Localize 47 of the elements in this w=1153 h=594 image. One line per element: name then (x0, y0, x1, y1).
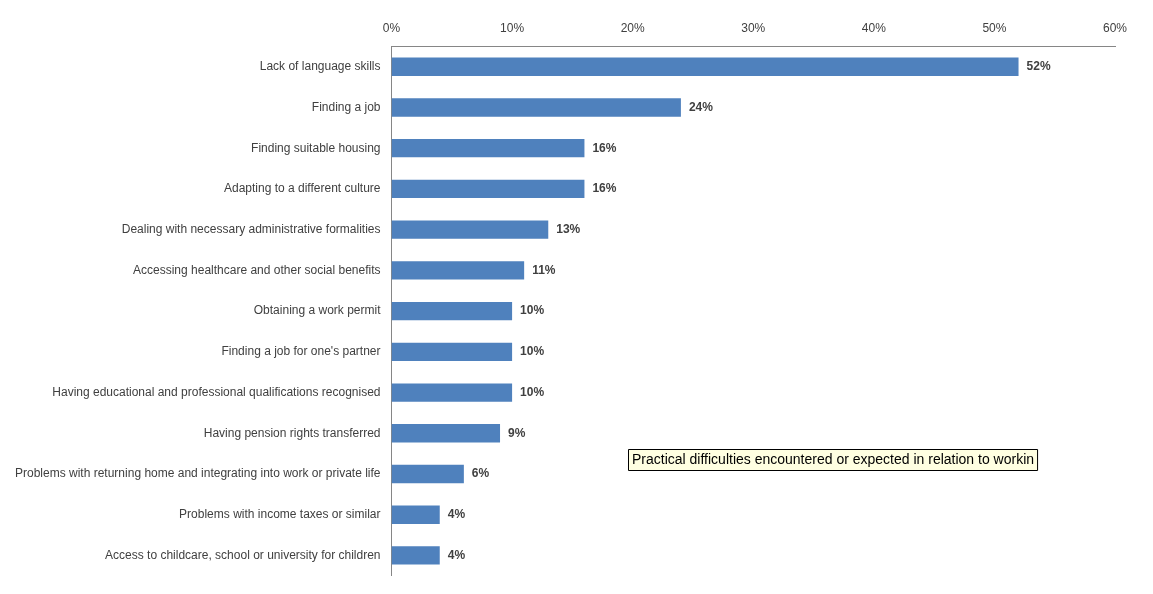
x-tick-label: 60% (1102, 20, 1128, 35)
y-tick-label: Having pension rights transferred (203, 425, 381, 440)
bar (391, 261, 525, 280)
y-tick-label: Problems with income taxes or similar (179, 507, 381, 522)
data-label: 4% (447, 547, 466, 562)
y-tick-label: Dealing with necessary administrative formalities (121, 221, 381, 236)
y-tick-label: Access to childcare, school or university for children (105, 547, 381, 562)
bar (391, 505, 440, 524)
y-tick-label: Finding a job (311, 99, 381, 114)
bar (391, 342, 513, 361)
x-tick-label: 0% (382, 20, 401, 35)
y-tick-label: Lack of language skills (259, 59, 381, 74)
bar (391, 464, 464, 484)
x-tick-label: 50% (982, 20, 1007, 35)
y-tick-label: Problems with returning home and integrating into work or private life (15, 466, 381, 481)
y-tick-label: Finding suitable housing (251, 140, 381, 155)
data-label: 10% (520, 303, 545, 318)
data-label: 9% (508, 425, 526, 440)
data-label: 16% (592, 181, 617, 196)
bar (391, 179, 585, 199)
data-label: 10% (520, 384, 545, 399)
y-tick-label: Finding a job for one's partner (221, 344, 381, 359)
bar (391, 424, 501, 443)
data-label: 10% (520, 344, 545, 359)
data-label: 52% (1026, 59, 1051, 74)
x-tick-label: 10% (500, 20, 525, 35)
y-tick-label: Having educational and professional qualifications recognised (52, 384, 381, 399)
data-label: 16% (592, 140, 617, 155)
bar (391, 301, 513, 321)
bar (391, 98, 681, 117)
bar (391, 546, 440, 565)
data-label: 4% (447, 507, 466, 522)
data-label: 24% (688, 99, 714, 114)
y-tick-label: Obtaining a work permit (253, 303, 382, 318)
bar (391, 57, 1019, 76)
x-tick-label: 20% (620, 20, 646, 35)
bar (391, 383, 513, 402)
data-label: 13% (556, 221, 581, 236)
bar (391, 139, 585, 158)
data-label: 6% (471, 466, 490, 481)
annotation: Practical difficulties encountered or expected in relation to workin (632, 450, 1035, 467)
data-label: 11% (532, 262, 556, 277)
y-tick-label: Accessing healthcare and other social benefits (133, 262, 381, 277)
y-tick-label: Adapting to a different culture (223, 181, 381, 196)
x-tick-label: 30% (741, 20, 766, 35)
bar (391, 220, 549, 239)
x-tick-label: 40% (861, 20, 887, 35)
